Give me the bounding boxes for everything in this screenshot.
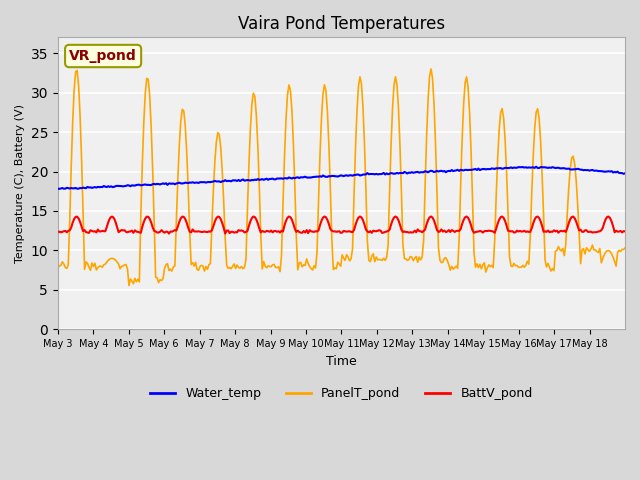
Legend: Water_temp, PanelT_pond, BattV_pond: Water_temp, PanelT_pond, BattV_pond bbox=[145, 382, 538, 405]
Y-axis label: Temperature (C), Battery (V): Temperature (C), Battery (V) bbox=[15, 104, 25, 263]
Text: VR_pond: VR_pond bbox=[69, 49, 137, 63]
X-axis label: Time: Time bbox=[326, 355, 357, 368]
Title: Vaira Pond Temperatures: Vaira Pond Temperatures bbox=[238, 15, 445, 33]
